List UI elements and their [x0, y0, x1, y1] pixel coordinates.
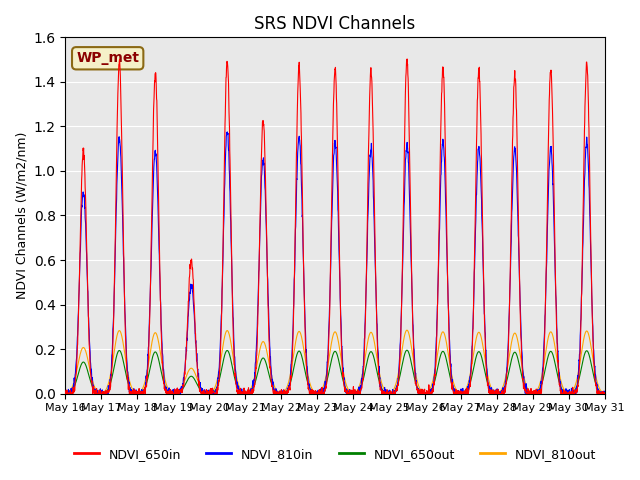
- Title: SRS NDVI Channels: SRS NDVI Channels: [255, 15, 415, 33]
- Legend: NDVI_650in, NDVI_810in, NDVI_650out, NDVI_810out: NDVI_650in, NDVI_810in, NDVI_650out, NDV…: [68, 443, 602, 466]
- Text: WP_met: WP_met: [76, 51, 139, 65]
- Y-axis label: NDVI Channels (W/m2/nm): NDVI Channels (W/m2/nm): [15, 132, 28, 299]
